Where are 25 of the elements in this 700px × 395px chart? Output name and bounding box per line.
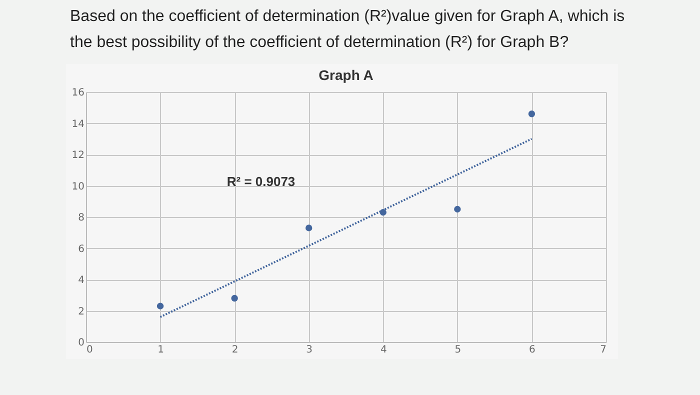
x-tick-label: 0	[86, 344, 93, 356]
x-tick-label: 4	[380, 344, 387, 356]
point	[306, 224, 312, 232]
x-tick-label: 3	[306, 344, 313, 356]
y-tick-label: 4	[78, 275, 84, 286]
y-tick-label: 10	[72, 181, 84, 192]
y-tick-label: 8	[78, 212, 84, 224]
y-tick-label: 16	[72, 88, 84, 98]
x-tick-label: 5	[454, 344, 462, 356]
y-tick-label: 14	[72, 118, 84, 130]
x-tick-label: 7	[600, 344, 606, 356]
text: Based on the coefficient of determination (R²)value given for Graph A, which is the best possibility of the coefficient of determination (R²) for Graph B?	[69, 7, 626, 53]
chart-title: Graph A	[318, 67, 374, 83]
annotation: R² = 0.9073	[226, 174, 296, 189]
point	[231, 294, 238, 302]
x-tick-label: 1	[158, 344, 164, 356]
x-tick-label: 2	[232, 344, 238, 356]
point	[454, 206, 461, 213]
y-tick-label: 2	[78, 306, 84, 318]
y-tick-label: 6	[78, 244, 84, 255]
point	[528, 110, 536, 118]
point	[156, 302, 164, 310]
y-tick-label: 12	[72, 150, 84, 161]
x-tick-label: 6	[529, 344, 536, 356]
y-tick-label: 0	[78, 338, 84, 348]
